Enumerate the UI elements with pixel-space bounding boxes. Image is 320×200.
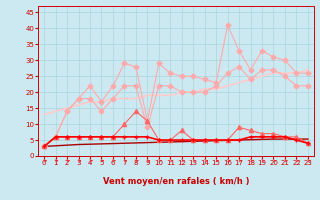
X-axis label: Vent moyen/en rafales ( km/h ): Vent moyen/en rafales ( km/h ) bbox=[103, 177, 249, 186]
